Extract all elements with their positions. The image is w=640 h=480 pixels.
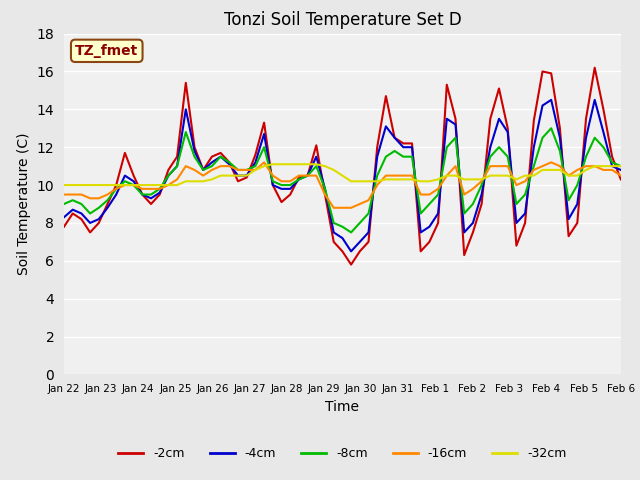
Title: Tonzi Soil Temperature Set D: Tonzi Soil Temperature Set D bbox=[223, 11, 461, 29]
X-axis label: Time: Time bbox=[325, 400, 360, 414]
Y-axis label: Soil Temperature (C): Soil Temperature (C) bbox=[17, 133, 31, 275]
Legend: -2cm, -4cm, -8cm, -16cm, -32cm: -2cm, -4cm, -8cm, -16cm, -32cm bbox=[113, 442, 572, 465]
Text: TZ_fmet: TZ_fmet bbox=[75, 44, 138, 58]
